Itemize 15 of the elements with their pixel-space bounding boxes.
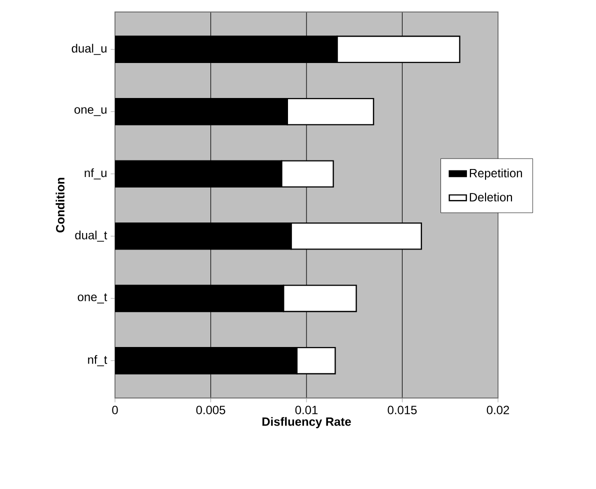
x-tick-label: 0.015 (388, 406, 417, 414)
y-axis-title: Condition (56, 178, 64, 232)
x-tick-label: 0 (112, 406, 118, 414)
y-tick-label: nf_t (88, 355, 108, 366)
y-tick-label: dual_t (75, 230, 108, 242)
x-tick-label: 0.01 (295, 406, 318, 414)
x-tick-label: 0.005 (196, 406, 226, 414)
legend-label: Deletion (470, 192, 512, 202)
y-tick-label: dual_u (72, 44, 106, 55)
legend-label: Repetition (470, 168, 522, 180)
y-tick-label: one_t (78, 293, 108, 304)
x-tick-label: 0.02 (486, 406, 510, 414)
x-axis-title: Disfluency Rate (262, 417, 351, 428)
y-tick-label: one_u (74, 107, 106, 116)
y-tick-label: nf_u (84, 168, 106, 180)
